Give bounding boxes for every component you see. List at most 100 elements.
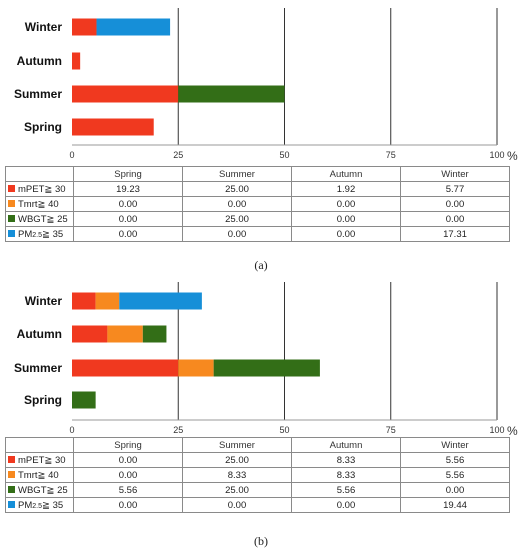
- table-cell: 0.00: [400, 482, 510, 498]
- legend-label: mPET: [18, 183, 45, 195]
- legend-swatch: [8, 501, 15, 509]
- legend-label: PM: [18, 499, 33, 511]
- bar-PM25-winter: [96, 18, 171, 36]
- x-tick-label: 25: [173, 150, 183, 160]
- table-column-header: Autumn: [291, 166, 401, 182]
- table-cell: 0.00: [291, 497, 401, 513]
- x-tick-label: 0: [69, 150, 74, 160]
- table-row: mPET≧ 30 19.23 25.00 1.92 5.77: [5, 181, 510, 197]
- table-row: mPET≧ 30 0.00 25.00 8.33 5.56: [5, 452, 510, 468]
- table-cell: 5.77: [400, 181, 510, 197]
- x-tick-label: 0: [69, 425, 74, 435]
- legend-entry-mPET: mPET≧ 30: [5, 181, 74, 197]
- category-label: Autumn: [17, 327, 62, 341]
- table-cell: 0.00: [291, 211, 401, 227]
- table-column-header: Spring: [73, 437, 183, 453]
- table-cell: 25.00: [182, 452, 292, 468]
- bar-mPET-autumn: [72, 325, 108, 343]
- table-corner-cell: [5, 166, 74, 182]
- bar-mPET-autumn: [72, 52, 81, 70]
- table-column-header: Summer: [182, 166, 292, 182]
- legend-swatch: [8, 230, 15, 238]
- table-corner-cell: [5, 437, 74, 453]
- bar-chart-a: 0 25 50 75 100 % Winter Autumn Summer Spring: [14, 8, 518, 163]
- table-cell: 8.33: [182, 467, 292, 483]
- x-tick-label: 25: [173, 425, 183, 435]
- category-label: Spring: [24, 120, 62, 134]
- category-label: Autumn: [17, 54, 62, 68]
- legend-threshold: ≧ 30: [44, 183, 66, 195]
- chart-panel-b: 0 25 50 75 100% Winter Autumn Summer Spring Spri…: [0, 280, 522, 550]
- caption-a: (a): [254, 258, 268, 272]
- bar-mPET-winter: [72, 18, 97, 36]
- legend-label: PM: [18, 228, 33, 240]
- table-row: WBGT≧ 25 5.56 25.00 5.56 0.00: [5, 482, 510, 498]
- table-cell: 25.00: [182, 482, 292, 498]
- category-label: Winter: [25, 20, 63, 34]
- legend-label: WBGT: [18, 484, 47, 496]
- table-cell: 5.56: [400, 467, 510, 483]
- table-cell: 0.00: [73, 211, 183, 227]
- legend-threshold: ≧ 25: [46, 213, 68, 225]
- legend-entry-Tmrt: Tmrt≧ 40: [5, 467, 74, 483]
- legend-label: WBGT: [18, 213, 47, 225]
- category-label: Winter: [25, 294, 63, 308]
- x-tick-label: 100: [489, 150, 504, 160]
- legend-swatch: [8, 215, 15, 223]
- table-cell: 0.00: [400, 211, 510, 227]
- table-row: PM2.5≧ 35 0.00 0.00 0.00 17.31: [5, 226, 510, 242]
- bar-mPET-spring: [72, 118, 154, 136]
- table-cell: 5.56: [73, 482, 183, 498]
- x-unit-label: %: [507, 149, 518, 163]
- legend-threshold: ≧ 35: [41, 499, 64, 511]
- table-row: Tmrt≧ 40 0.00 8.33 8.33 5.56: [5, 467, 510, 483]
- caption-b: (b): [254, 534, 268, 548]
- bar-mPET-summer: [72, 359, 179, 377]
- table-cell: 0.00: [291, 226, 401, 242]
- table-cell: 5.56: [291, 482, 401, 498]
- table-cell: 1.92: [291, 181, 401, 197]
- table-cell: 0.00: [73, 196, 183, 212]
- x-tick-label: 50: [279, 150, 289, 160]
- bar-WBGT-spring: [72, 391, 96, 409]
- legend-swatch: [8, 185, 15, 193]
- table-cell: 0.00: [73, 452, 183, 468]
- table-column-header: Winter: [400, 437, 510, 453]
- table-row: WBGT≧ 25 0.00 25.00 0.00 0.00: [5, 211, 510, 227]
- data-table-a: Spring Summer Autumn Winter mPET≧ 30 19.23 25.…: [5, 166, 510, 242]
- table-cell: 25.00: [182, 181, 292, 197]
- legend-entry-PM25: PM2.5≧ 35: [5, 226, 74, 242]
- bar-Tmrt-winter: [95, 292, 120, 310]
- legend-label-subscript: 2.5: [32, 231, 42, 239]
- legend-entry-WBGT: WBGT≧ 25: [5, 211, 74, 227]
- x-tick-label: 100: [489, 425, 504, 435]
- category-label: Summer: [14, 361, 62, 375]
- table-column-header: Autumn: [291, 437, 401, 453]
- table-cell: 0.00: [182, 196, 292, 212]
- legend-swatch: [8, 200, 15, 208]
- table-cell: 0.00: [291, 196, 401, 212]
- table-cell: 0.00: [182, 497, 292, 513]
- table-cell: 8.33: [291, 467, 401, 483]
- legend-label: mPET: [18, 454, 45, 466]
- legend-threshold: ≧ 35: [41, 228, 64, 240]
- table-cell: 0.00: [73, 497, 183, 513]
- table-row: PM2.5≧ 35 0.00 0.00 0.00 19.44: [5, 497, 510, 513]
- chart-panel-a: 0 25 50 75 100% Winter Autumn Summer Spring Spri…: [5, 8, 518, 272]
- table-cell: 17.31: [400, 226, 510, 242]
- table-cell: 0.00: [73, 226, 183, 242]
- legend-label: Tmrt: [18, 469, 38, 481]
- category-label: Summer: [14, 87, 62, 101]
- table-cell: 0.00: [182, 226, 292, 242]
- category-label: Spring: [24, 393, 62, 407]
- legend-threshold: ≧ 25: [46, 484, 68, 496]
- bar-mPET-winter: [72, 292, 96, 310]
- bar-PM25-winter: [119, 292, 202, 310]
- table-column-header: Spring: [73, 166, 183, 182]
- bar-WBGT-summer: [213, 359, 320, 377]
- bar-chart-b: 0 25 50 75 100 % Winter Autumn Summer Spring: [14, 282, 518, 438]
- bar-WBGT-autumn: [142, 325, 167, 343]
- bar-WBGT-summer: [178, 85, 285, 103]
- legend-entry-Tmrt: Tmrt≧ 40: [5, 196, 74, 212]
- x-tick-label: 75: [386, 150, 396, 160]
